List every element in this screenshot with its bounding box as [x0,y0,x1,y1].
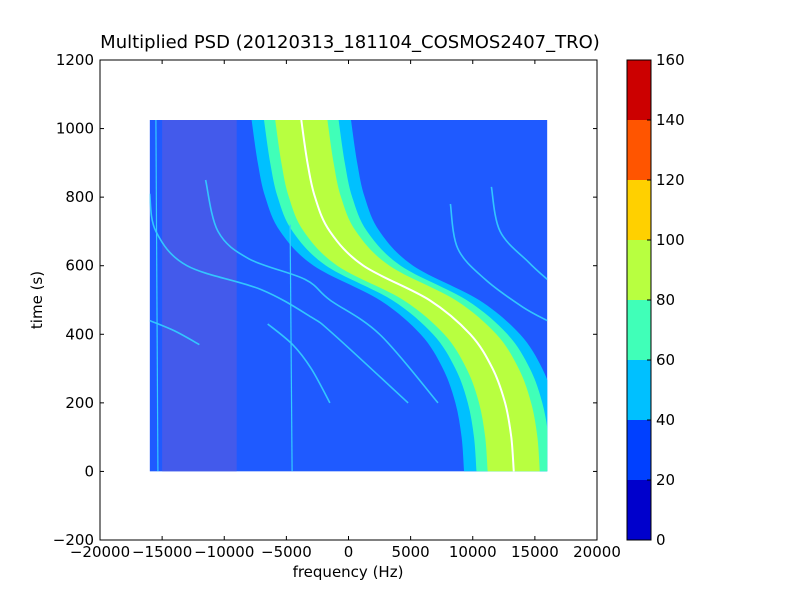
harmonic-curve-4 [490,186,548,280]
colorbar-tick-label: 0 [656,531,666,549]
colorbar-tick-label: 160 [656,51,685,69]
colorbar-level-20-40 [627,420,651,480]
colorbar-level-120-140 [627,120,651,180]
x-tick-label: −5000 [261,543,312,561]
colorbar-level-0-20 [627,480,651,540]
x-tick-label: 15000 [511,543,559,561]
colorbar-level-100-120 [627,180,651,240]
colorbar-tick-label: 40 [656,411,675,429]
colorbar-tick-label: 140 [656,111,685,129]
y-tick-label: −200 [53,531,94,549]
main-track-line [300,120,515,472]
x-tick-label: −20000 [70,543,130,561]
x-tick-label: −15000 [132,543,192,561]
y-axis-ticks: −200 0 200 400 600 800 1000 1200 [53,51,597,549]
colorbar: 0 20 40 60 80 100 120 140 160 [626,51,685,549]
y-tick-label: 0 [84,462,94,480]
track-band-80 [275,120,540,472]
harmonic-curve-1 [149,193,409,404]
harmonic-curve-5 [149,319,200,346]
colorbar-tick-label: 60 [656,351,675,369]
y-tick-label: 400 [65,325,94,343]
x-axis-ticks: −20000 −15000 −10000 −5000 0 5000 10000 15000 20… [70,60,621,561]
x-axis-label: frequency (Hz) [293,563,404,581]
y-axis-label: time (s) [28,271,46,329]
spectrogram-image [149,120,548,472]
colorbar-tick-label: 100 [656,231,685,249]
vertical-line-1 [155,120,159,472]
colorbar-level-80-100 [627,240,651,300]
harmonic-curve-2 [204,179,439,404]
x-tick-label: −10000 [194,543,254,561]
y-tick-label: 200 [65,394,94,412]
colorbar-tick-label: 120 [656,171,685,189]
colorbar-tick-label: 20 [656,471,675,489]
plot-area [99,59,598,541]
noise-band [162,120,237,472]
chart-title: Multiplied PSD (20120313_181104_COSMOS24… [100,32,600,53]
x-tick-label: 5000 [392,543,430,561]
x-tick-label: 20000 [573,543,621,561]
colorbar-level-140-160 [627,60,651,120]
x-tick-label: 10000 [449,543,497,561]
colorbar-level-40-60 [627,360,651,420]
colorbar-tick-label: 80 [656,291,675,309]
y-tick-label: 1000 [56,120,94,138]
x-tick-label: 0 [344,543,354,561]
colorbar-level-60-80 [627,300,651,360]
y-tick-label: 800 [65,188,94,206]
harmonic-curve-6 [267,323,331,404]
vertical-line-2 [289,224,293,472]
harmonic-curve-3 [449,203,548,322]
y-tick-label: 1200 [56,51,94,69]
y-tick-label: 600 [65,257,94,275]
